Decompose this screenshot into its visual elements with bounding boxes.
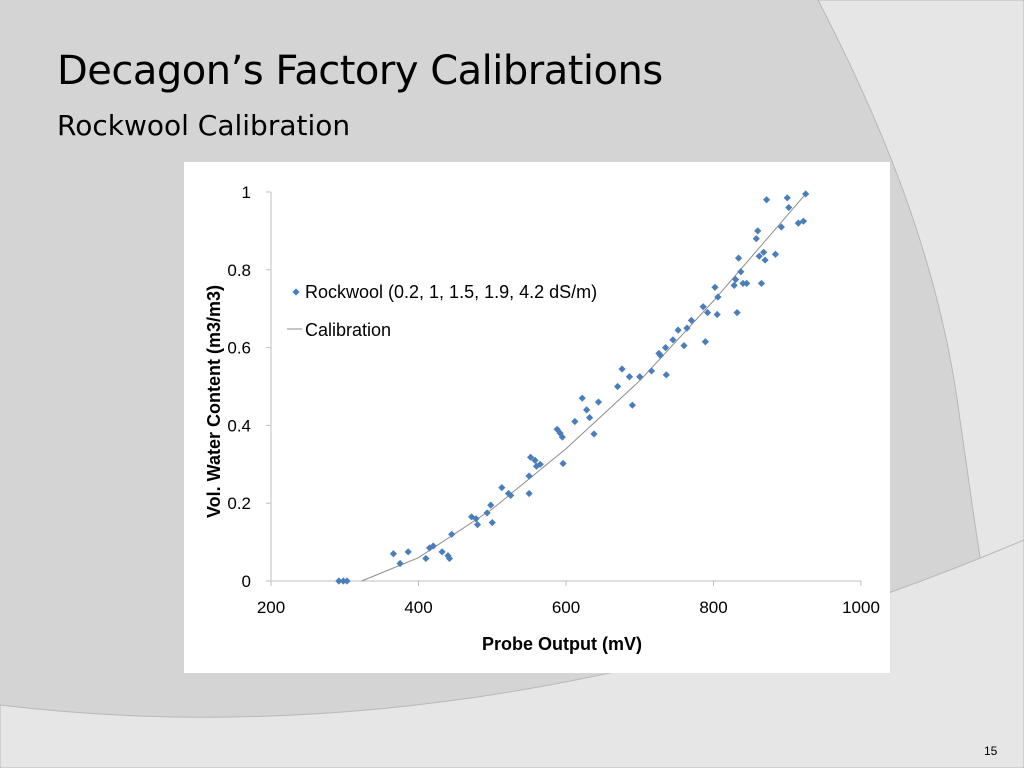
data-point [553,425,561,433]
data-point [614,382,622,391]
data-point [590,430,598,438]
data-point [763,196,771,204]
data-point [785,203,793,212]
data-point [525,489,533,498]
data-point [438,548,446,556]
chart-axes [270,192,861,582]
data-point [730,281,738,289]
y-tick-label: 0.2 [227,494,251,513]
y-tick-label: 0.6 [227,339,251,358]
x-axis-title: Probe Output (mV) [482,634,642,654]
data-point [799,217,808,225]
data-point [687,316,695,324]
data-point [636,373,644,381]
data-point [343,577,351,585]
data-point [618,365,626,373]
x-tick-label: 1000 [842,598,880,617]
scatter-chart: 200 400 600 800 1000 0 0.2 0.4 0.6 0.8 1 Probe Out… [204,183,880,654]
y-tick-label: 1 [242,183,251,202]
data-point [404,548,412,556]
data-point [396,559,404,568]
data-point [656,351,664,359]
data-point [583,406,591,414]
data-point [578,394,586,402]
axis-ticks: 200 400 600 800 1000 0 0.2 0.4 0.6 0.8 1 [227,183,880,617]
data-point [625,373,634,381]
data-point [504,489,513,498]
data-point [628,401,636,409]
data-point [761,256,769,264]
data-point [755,252,763,260]
background-swoosh-bottom [0,539,1024,768]
y-tick-label: 0.4 [227,416,251,435]
chart-legend: Rockwool (0.2, 1, 1.5, 1.9, 4.2 dS/m) Ca… [287,282,597,340]
data-point [498,484,506,492]
data-point [483,509,491,517]
data-point [732,275,740,284]
x-tick-label: 800 [699,598,727,617]
data-point [674,326,682,334]
y-axis-title: Vol. Water Content (m3/m3) [204,285,224,518]
data-point [754,227,762,235]
x-tick-label: 200 [257,598,285,617]
data-point [802,190,810,198]
data-point [733,308,741,317]
slide-title: Decagon’s Factory Calibrations [57,48,663,94]
x-tick-label: 400 [404,598,432,617]
data-point [571,417,579,426]
data-point [662,371,670,379]
data-point [743,279,751,288]
data-point [752,235,760,243]
slide-subtitle: Rockwool Calibration [57,109,351,142]
legend-label-rockwool: Rockwool (0.2, 1, 1.5, 1.9, 4.2 dS/m) [305,282,597,302]
calibration-line [361,193,807,582]
chart-frame: 200 400 600 800 1000 0 0.2 0.4 0.6 0.8 1 Probe Out… [184,162,890,673]
data-points [335,190,810,585]
data-point [425,544,434,552]
legend-marker-rockwool [292,288,300,296]
data-point [445,554,454,563]
data-point [669,336,677,344]
data-point [734,254,743,262]
data-point [586,414,594,422]
slide-number: 15 [984,744,998,758]
x-tick-label: 600 [552,598,580,617]
data-point [422,554,430,563]
data-point [713,310,721,319]
data-point [699,303,707,311]
data-point [777,223,785,231]
data-point [507,491,515,500]
data-point [594,398,603,406]
data-point [488,519,496,527]
data-point [389,550,398,558]
data-point [683,324,691,332]
data-point [559,459,567,468]
data-point [701,338,709,346]
data-point [448,530,456,538]
data-point [737,268,745,276]
data-point [536,460,544,468]
legend-label-calibration: Calibration [305,320,391,340]
data-point [680,342,688,350]
data-point [429,542,437,550]
data-point [647,367,656,375]
data-point [473,520,482,529]
data-point [714,293,722,301]
data-point [487,501,495,509]
data-point [771,250,780,258]
y-tick-label: 0 [242,572,251,591]
data-point [472,515,480,523]
data-point [525,472,533,480]
data-point [468,513,476,521]
y-tick-label: 0.8 [227,261,251,280]
data-point [757,279,766,288]
data-point [783,194,791,202]
data-point [531,456,539,465]
data-point [711,283,719,291]
data-point [527,453,535,461]
data-point [558,433,566,441]
